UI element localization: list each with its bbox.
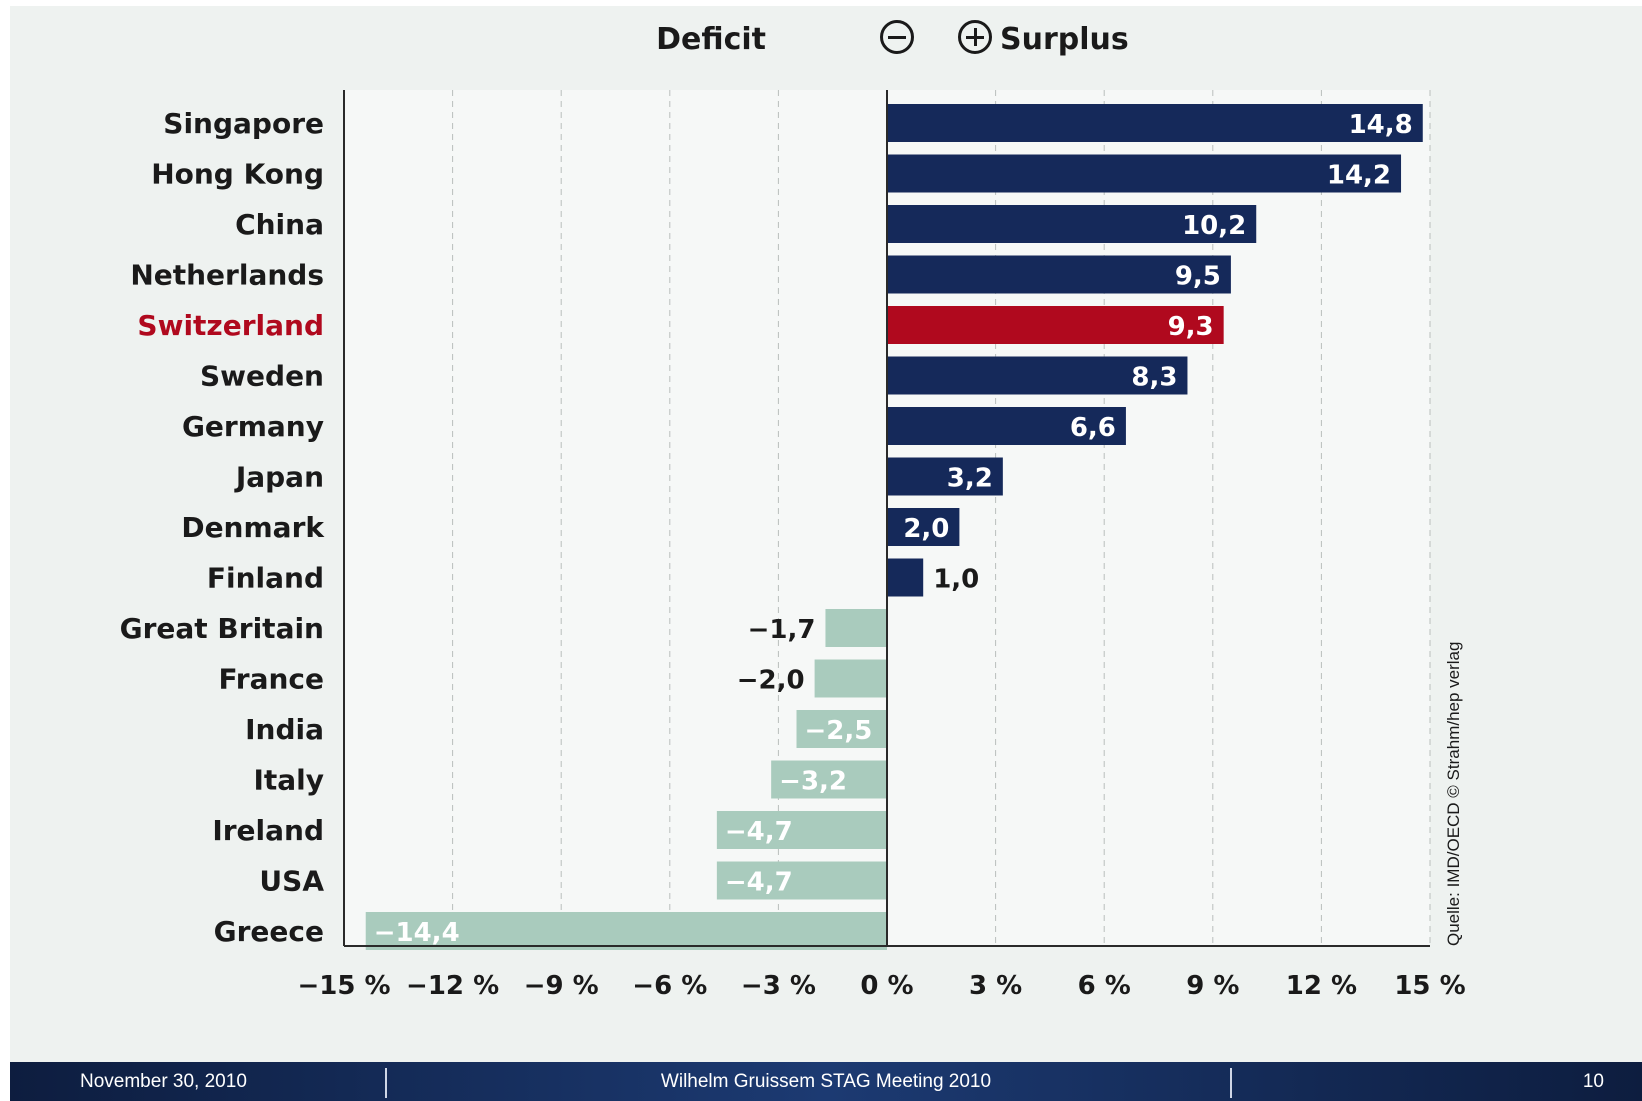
bar (887, 457, 1003, 496)
category-label: Netherlands (130, 259, 324, 292)
legend-surplus-label: Surplus (1000, 22, 1129, 57)
bar (887, 255, 1231, 294)
x-tick-label: 9 % (1186, 971, 1239, 1001)
bar (796, 710, 887, 748)
legend-deficit-label: Deficit (656, 22, 766, 57)
x-tick-label: −12 % (406, 971, 499, 1001)
bar-chart: Singapore 14,8 Hong Kong 14,2 China 10,2 Nethe… (120, 90, 1466, 1001)
category-label: Switzerland (137, 309, 324, 342)
bar (887, 407, 1126, 445)
value-label: −2,5 (805, 716, 873, 746)
category-label: China (235, 208, 324, 241)
bar (771, 760, 887, 799)
footer-bar: November 30, 2010 Wilhelm Gruissem STAG … (10, 1062, 1642, 1101)
category-label: Japan (234, 461, 324, 494)
category-label: Italy (253, 764, 324, 797)
value-label: 6,6 (1070, 413, 1116, 443)
value-label: −14,4 (374, 918, 460, 948)
footer-date: November 30, 2010 (80, 1071, 247, 1092)
bar (365, 912, 888, 950)
x-tick-label: −3 % (741, 971, 816, 1001)
category-label: India (245, 713, 324, 746)
value-label: −2,0 (737, 666, 805, 696)
x-tick-label: 12 % (1286, 971, 1357, 1001)
bar (887, 205, 1257, 243)
value-label: 9,5 (1175, 262, 1221, 292)
x-tick-label: 6 % (1078, 971, 1131, 1001)
value-label: −4,7 (725, 868, 793, 898)
bar (887, 508, 960, 546)
bar (887, 558, 924, 597)
category-label: Germany (182, 410, 324, 443)
category-label: Finland (207, 562, 324, 595)
category-label: USA (259, 865, 324, 898)
value-label: −1,7 (748, 615, 816, 645)
footer-page-number: 10 (1582, 1071, 1604, 1092)
bar (825, 609, 887, 647)
value-label: 8,3 (1131, 363, 1177, 393)
chart-panel: Deficit Surplus Singapore 14,8 Hong Kong 14… (10, 6, 1642, 1062)
value-label: 10,2 (1182, 211, 1246, 241)
bar (887, 104, 1423, 142)
category-label: France (218, 663, 324, 696)
bar (716, 861, 887, 900)
category-label: Great Britain (120, 612, 324, 645)
bar (716, 811, 887, 849)
circle-plus-icon (958, 20, 992, 54)
value-label: −4,7 (725, 817, 793, 847)
x-tick-label: −6 % (632, 971, 707, 1001)
legend: Deficit Surplus (10, 16, 1642, 66)
x-tick-label: 0 % (860, 971, 913, 1001)
footer-divider (385, 1068, 387, 1098)
value-label: 2,0 (903, 514, 949, 544)
bar (887, 154, 1402, 193)
value-label: 1,0 (933, 565, 979, 595)
category-label: Hong Kong (151, 158, 324, 191)
source-note: Quelle: IMD/OECD © Strahm/hep verlag (1444, 642, 1463, 946)
value-label: 3,2 (947, 464, 993, 494)
value-label: −3,2 (779, 767, 847, 797)
bar (887, 356, 1188, 395)
category-label: Singapore (163, 107, 324, 140)
footer-divider (1230, 1068, 1232, 1098)
value-label: 9,3 (1168, 312, 1214, 342)
category-label: Sweden (200, 360, 324, 393)
category-label: Ireland (212, 814, 324, 847)
x-tick-label: 3 % (969, 971, 1022, 1001)
circle-minus-icon (880, 20, 914, 54)
x-tick-label: −15 % (297, 971, 390, 1001)
x-tick-label: −9 % (524, 971, 599, 1001)
bar (887, 306, 1224, 344)
x-tick-label: 15 % (1394, 971, 1465, 1001)
category-label: Denmark (181, 511, 325, 544)
footer-title: Wilhelm Gruissem STAG Meeting 2010 (660, 1071, 992, 1092)
bar (814, 659, 887, 698)
category-label: Greece (214, 915, 324, 948)
value-label: 14,8 (1349, 110, 1413, 140)
value-label: 14,2 (1327, 161, 1391, 191)
